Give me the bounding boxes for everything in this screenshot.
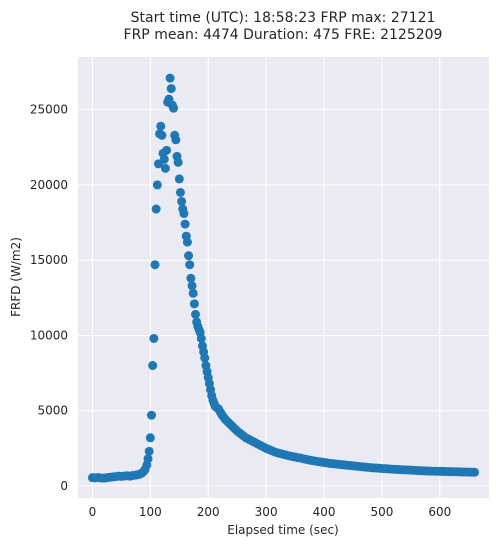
x-axis-label: Elapsed time (sec) <box>227 523 338 537</box>
scatter-point <box>150 260 160 270</box>
chart-title-line-1: Start time (UTC): 18:58:23 FRP max: 2712… <box>131 10 436 26</box>
y-tick-label: 10000 <box>30 328 68 342</box>
scatter-point <box>187 281 197 291</box>
x-tick-label: 600 <box>428 505 451 519</box>
scatter-point <box>191 309 201 319</box>
y-tick-labels: 0 5000 10000 15000 20000 25000 <box>30 103 68 493</box>
y-tick-label: 0 <box>60 479 68 493</box>
scatter-point <box>180 219 190 229</box>
scatter-point <box>188 288 198 298</box>
scatter-point <box>171 135 181 145</box>
x-tick-label: 300 <box>255 505 278 519</box>
plot-background <box>78 57 489 498</box>
scatter-point <box>175 187 185 197</box>
scatter-point <box>186 273 196 283</box>
x-tick-label: 100 <box>139 505 162 519</box>
grid-lines <box>78 57 489 498</box>
scatter-point <box>149 333 159 343</box>
scatter-point <box>143 454 153 464</box>
scatter-point <box>156 121 166 131</box>
scatter-point <box>144 446 154 456</box>
x-tick-label: 200 <box>197 505 220 519</box>
chart-title-line-2: FRP mean: 4474 Duration: 475 FRE: 212520… <box>124 27 443 43</box>
scatter-point <box>196 333 206 343</box>
scatter-point <box>151 204 161 214</box>
scatter-point <box>174 174 184 184</box>
scatter-point <box>162 145 172 155</box>
x-tick-label: 400 <box>313 505 336 519</box>
scatter-point <box>177 196 187 206</box>
scatter-point <box>157 130 167 140</box>
scatter-point <box>147 410 157 420</box>
x-tick-label: 0 <box>89 505 97 519</box>
y-tick-label: 5000 <box>37 404 68 418</box>
scatter-point <box>169 103 179 113</box>
scatter-point <box>159 154 169 164</box>
scatter-point <box>173 157 183 167</box>
y-tick-label: 15000 <box>30 253 68 267</box>
y-tick-label: 25000 <box>30 103 68 117</box>
scatter-point <box>160 163 170 173</box>
scatter-point <box>184 251 194 261</box>
scatter-point <box>189 299 199 309</box>
scatter-point <box>145 433 155 443</box>
scatter-point <box>179 209 189 219</box>
y-tick-label: 20000 <box>30 178 68 192</box>
data-points <box>87 73 480 483</box>
scatter-point <box>165 73 175 83</box>
scatter-point <box>166 84 176 94</box>
scatter-point <box>470 467 480 477</box>
x-tick-label: 500 <box>370 505 393 519</box>
scatter-point <box>182 237 192 247</box>
scatter-point <box>148 361 158 371</box>
scatter-point <box>200 353 210 363</box>
x-tick-labels: 0 100 200 300 400 500 600 <box>89 505 452 519</box>
scatter-point <box>185 260 195 270</box>
scatter-point <box>152 180 162 190</box>
y-axis-label: FRFD (W/m2) <box>9 237 23 317</box>
